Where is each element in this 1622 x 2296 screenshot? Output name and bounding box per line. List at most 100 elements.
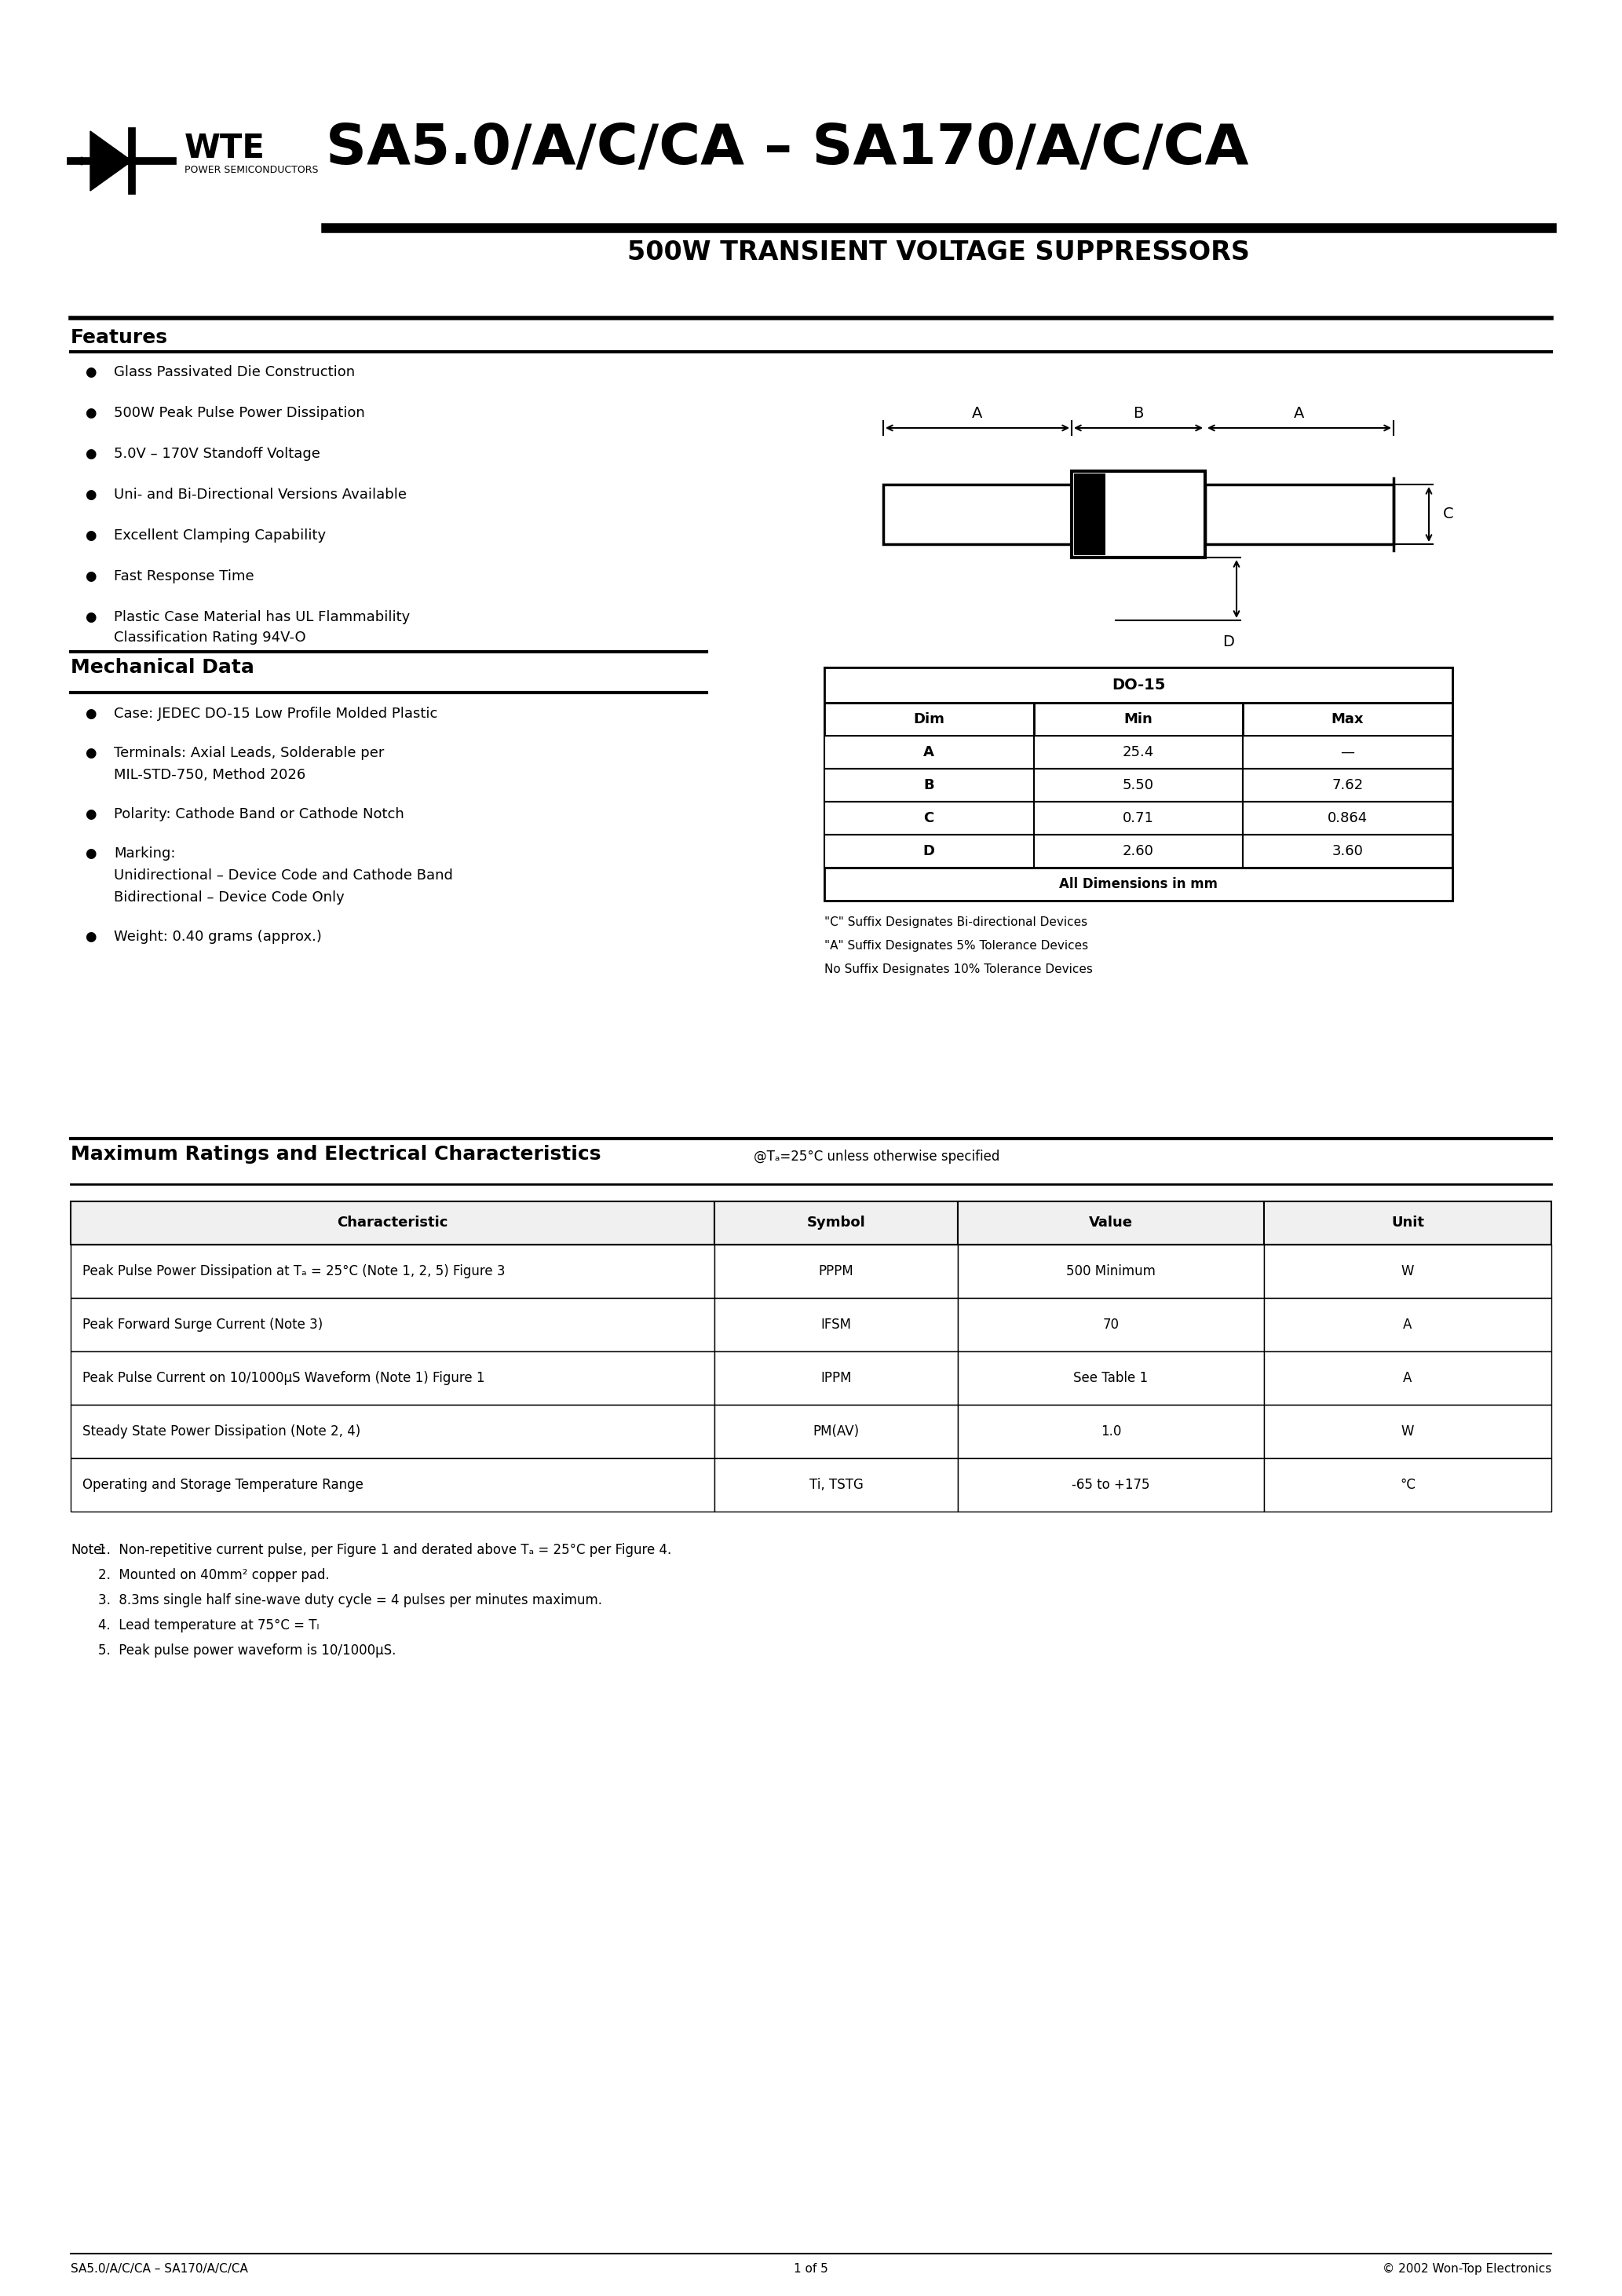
Text: Max: Max <box>1332 712 1364 726</box>
Text: C: C <box>1444 507 1453 521</box>
Bar <box>824 735 1033 769</box>
Text: WTE: WTE <box>185 131 266 165</box>
Text: Unidirectional – Device Code and Cathode Band: Unidirectional – Device Code and Cathode… <box>114 868 453 882</box>
Bar <box>1033 703 1242 735</box>
Bar <box>1242 735 1452 769</box>
Bar <box>1033 801 1242 836</box>
Text: Classification Rating 94V-O: Classification Rating 94V-O <box>114 631 307 645</box>
Bar <box>959 1352 1264 1405</box>
Text: @Tₐ=25°C unless otherwise specified: @Tₐ=25°C unless otherwise specified <box>754 1150 999 1164</box>
Text: ●: ● <box>84 487 96 503</box>
Text: ●: ● <box>84 847 96 861</box>
Text: Steady State Power Dissipation (Note 2, 4): Steady State Power Dissipation (Note 2, … <box>83 1424 360 1440</box>
Text: 5.  Peak pulse power waveform is 10/1000μS.: 5. Peak pulse power waveform is 10/1000μ… <box>99 1644 396 1658</box>
Text: Peak Forward Surge Current (Note 3): Peak Forward Surge Current (Note 3) <box>83 1318 323 1332</box>
Bar <box>1242 801 1452 836</box>
Bar <box>71 1201 714 1244</box>
Bar <box>1264 1405 1551 1458</box>
Text: ●: ● <box>84 406 96 420</box>
Text: 500W TRANSIENT VOLTAGE SUPPRESSORS: 500W TRANSIENT VOLTAGE SUPPRESSORS <box>628 239 1249 266</box>
Text: 0.71: 0.71 <box>1122 810 1153 824</box>
Bar <box>714 1458 959 1511</box>
Text: Unit: Unit <box>1392 1215 1424 1231</box>
Text: D: D <box>1223 634 1234 650</box>
Text: C: C <box>923 810 934 824</box>
Text: © 2002 Won-Top Electronics: © 2002 Won-Top Electronics <box>1382 2264 1551 2275</box>
Text: ●: ● <box>84 448 96 461</box>
Bar <box>824 801 1033 836</box>
Text: SA5.0/A/C/CA – SA170/A/C/CA: SA5.0/A/C/CA – SA170/A/C/CA <box>71 2264 248 2275</box>
Text: A: A <box>1294 406 1304 420</box>
Text: 25.4: 25.4 <box>1122 746 1153 760</box>
Bar <box>714 1201 959 1244</box>
Bar <box>1033 836 1242 868</box>
Bar <box>1242 703 1452 735</box>
Text: Characteristic: Characteristic <box>337 1215 448 1231</box>
Text: 2.  Mounted on 40mm² copper pad.: 2. Mounted on 40mm² copper pad. <box>99 1568 329 1582</box>
Bar <box>1205 484 1393 544</box>
Text: Plastic Case Material has UL Flammability: Plastic Case Material has UL Flammabilit… <box>114 611 410 625</box>
Text: ●: ● <box>84 746 96 760</box>
Text: Symbol: Symbol <box>806 1215 866 1231</box>
Text: Terminals: Axial Leads, Solderable per: Terminals: Axial Leads, Solderable per <box>114 746 384 760</box>
Bar <box>824 769 1033 801</box>
Text: Features: Features <box>71 328 169 347</box>
Text: -65 to +175: -65 to +175 <box>1072 1479 1150 1492</box>
Text: A: A <box>972 406 983 420</box>
Text: 5.50: 5.50 <box>1122 778 1153 792</box>
Bar <box>824 703 1452 735</box>
Text: W: W <box>1401 1265 1414 1279</box>
Text: ●: ● <box>84 611 96 625</box>
Text: A: A <box>1403 1371 1413 1384</box>
Bar <box>714 1352 959 1405</box>
Text: Operating and Storage Temperature Range: Operating and Storage Temperature Range <box>83 1479 363 1492</box>
Bar <box>1264 1352 1551 1405</box>
Text: 1.  Non-repetitive current pulse, per Figure 1 and derated above Tₐ = 25°C per F: 1. Non-repetitive current pulse, per Fig… <box>99 1543 672 1557</box>
Text: Polarity: Cathode Band or Cathode Notch: Polarity: Cathode Band or Cathode Notch <box>114 808 404 822</box>
Text: 4.  Lead temperature at 75°C = Tₗ: 4. Lead temperature at 75°C = Tₗ <box>99 1619 320 1632</box>
Text: DO-15: DO-15 <box>1111 677 1165 691</box>
Bar <box>824 836 1033 868</box>
Text: B: B <box>923 778 934 792</box>
Bar <box>714 1405 959 1458</box>
Bar <box>959 1297 1264 1352</box>
Bar <box>824 668 1452 703</box>
Text: POWER SEMICONDUCTORS: POWER SEMICONDUCTORS <box>185 165 318 174</box>
Text: 5.0V – 170V Standoff Voltage: 5.0V – 170V Standoff Voltage <box>114 448 320 461</box>
Text: D: D <box>923 845 934 859</box>
Bar <box>959 1244 1264 1297</box>
Bar <box>71 1405 714 1458</box>
Text: Ti, TSTG: Ti, TSTG <box>809 1479 863 1492</box>
Text: All Dimensions in mm: All Dimensions in mm <box>1059 877 1218 891</box>
Text: 3.  8.3ms single half sine-wave duty cycle = 4 pulses per minutes maximum.: 3. 8.3ms single half sine-wave duty cycl… <box>99 1593 602 1607</box>
Bar <box>1242 836 1452 868</box>
Bar <box>824 668 1452 900</box>
Text: ●: ● <box>84 808 96 822</box>
Text: ●: ● <box>84 707 96 721</box>
Text: Min: Min <box>1124 712 1153 726</box>
Text: Fast Response Time: Fast Response Time <box>114 569 255 583</box>
Text: 70: 70 <box>1103 1318 1119 1332</box>
Bar <box>824 703 1033 735</box>
Text: Value: Value <box>1088 1215 1132 1231</box>
Polygon shape <box>91 131 131 191</box>
Bar <box>1033 735 1242 769</box>
Bar <box>71 1458 714 1511</box>
Text: No Suffix Designates 10% Tolerance Devices: No Suffix Designates 10% Tolerance Devic… <box>824 964 1093 976</box>
Bar <box>714 1244 959 1297</box>
Text: °C: °C <box>1400 1479 1416 1492</box>
Bar <box>71 1244 714 1297</box>
Bar <box>884 484 1072 544</box>
Bar <box>1033 769 1242 801</box>
Text: SA5.0/A/C/CA – SA170/A/C/CA: SA5.0/A/C/CA – SA170/A/C/CA <box>326 122 1249 177</box>
Text: 1.0: 1.0 <box>1101 1424 1121 1440</box>
Text: 2.60: 2.60 <box>1122 845 1153 859</box>
Text: W: W <box>1401 1424 1414 1440</box>
Text: "A" Suffix Designates 5% Tolerance Devices: "A" Suffix Designates 5% Tolerance Devic… <box>824 939 1088 953</box>
Text: PM(AV): PM(AV) <box>813 1424 860 1440</box>
Text: Mechanical Data: Mechanical Data <box>71 659 255 677</box>
Bar <box>1242 769 1452 801</box>
Text: See Table 1: See Table 1 <box>1074 1371 1148 1384</box>
Text: Excellent Clamping Capability: Excellent Clamping Capability <box>114 528 326 542</box>
Bar <box>959 1201 1264 1244</box>
